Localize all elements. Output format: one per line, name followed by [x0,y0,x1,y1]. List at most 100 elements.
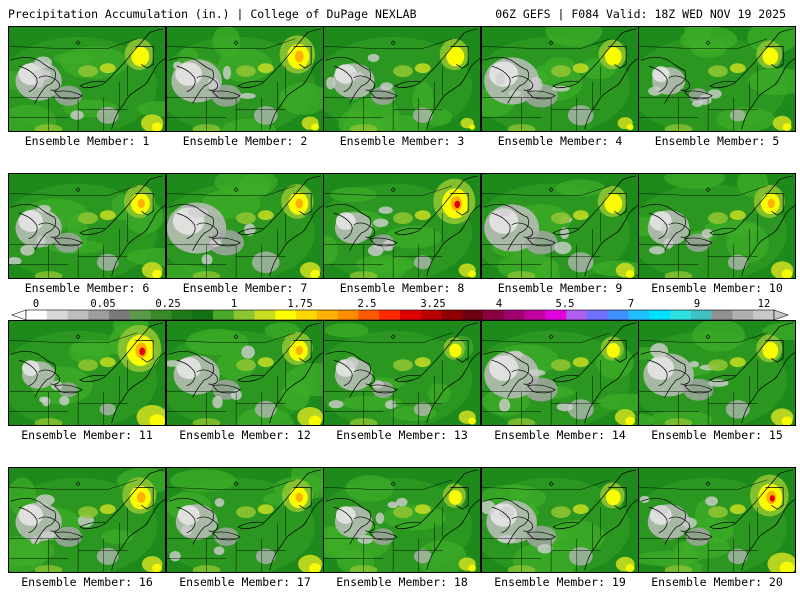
colorbar-swatch [400,310,422,320]
ensemble-member-map [638,26,796,132]
precipitation-map [324,27,480,131]
precipitation-map [9,321,165,425]
ensemble-member-label: Ensemble Member: 10 [651,281,783,295]
ensemble-member-map [323,467,481,573]
ensemble-member-map [166,26,324,132]
colorbar-tick-label: 0.25 [155,298,181,310]
precipitation-map [639,27,795,131]
colorbar-tick-label: 4 [495,298,503,310]
precipitation-map [167,27,323,131]
ensemble-member-map [8,26,166,132]
colorbar-swatch [441,310,463,320]
colorbar-tick-label: 1 [230,298,238,310]
precipitation-map [482,468,638,572]
colorbar-tick-label: 2.5 [357,298,377,310]
ensemble-member-label: Ensemble Member: 16 [21,575,153,589]
colorbar-tick-label: 12 [757,298,771,310]
ensemble-member-label: Ensemble Member: 1 [24,134,150,148]
ensemble-member-map [638,173,796,279]
colorbar-swatch [545,310,567,320]
colorbar-left-arrow [11,309,27,321]
precipitation-map [324,321,480,425]
ensemble-member-label: Ensemble Member: 6 [24,281,150,295]
colorbar-swatch [483,310,505,320]
precipitation-map [167,468,323,572]
colorbar-swatch [670,310,692,320]
precipitation-map [482,321,638,425]
ensemble-member-map [638,320,796,426]
colorbar-swatch [379,310,401,320]
ensemble-member-map [481,173,639,279]
map-title: Precipitation Accumulation (in.) | Colle… [8,7,417,21]
colorbar-tick-label: 0 [32,298,40,310]
precipitation-map [9,174,165,278]
colorbar-swatch [171,310,193,320]
colorbar-swatch [26,310,48,320]
colorbar-swatch [753,310,775,320]
colorbar-swatch [129,310,151,320]
precipitation-map [639,174,795,278]
colorbar-tick-label: 7 [627,298,635,310]
ensemble-member-label: Ensemble Member: 4 [497,134,623,148]
colorbar-swatch [690,310,712,320]
precipitation-map [167,174,323,278]
colorbar-swatch [296,310,318,320]
ensemble-member-map [323,320,481,426]
precipitation-map [639,321,795,425]
ensemble-member-map [166,320,324,426]
ensemble-member-label: Ensemble Member: 12 [179,428,311,442]
ensemble-member-label: Ensemble Member: 9 [497,281,623,295]
colorbar-swatch [275,310,297,320]
ensemble-member-label: Ensemble Member: 7 [182,281,308,295]
ensemble-member-map [8,173,166,279]
ensemble-member-map [8,320,166,426]
ensemble-member-map [638,467,796,573]
colorbar-right-arrow [773,309,789,321]
precipitation-map [324,174,480,278]
colorbar-swatch [316,310,338,320]
precipitation-map [9,468,165,572]
ensemble-member-label: Ensemble Member: 18 [336,575,468,589]
ensemble-member-label: Ensemble Member: 20 [651,575,783,589]
colorbar-swatch [566,310,588,320]
colorbar-swatch [587,310,609,320]
precipitation-colorbar: 0 0.05 0.25 1 1.75 2.5 3.25 4 5.5 7 9 12 [8,298,792,321]
model-run-info: 06Z GEFS | F084 Valid: 18Z WED NOV 19 20… [495,7,786,21]
ensemble-member-label: Ensemble Member: 3 [339,134,465,148]
colorbar-swatch [524,310,546,320]
colorbar-swatch [420,310,442,320]
colorbar-swatch [462,310,484,320]
colorbar-swatch [254,310,276,320]
precipitation-map [482,27,638,131]
colorbar-swatch [213,310,235,320]
ensemble-member-label: Ensemble Member: 8 [339,281,465,295]
colorbar-swatch [150,310,172,320]
ensemble-member-map [323,26,481,132]
colorbar-swatch [109,310,131,320]
colorbar-swatch [192,310,214,320]
colorbar-tick-label: 0.05 [90,298,116,310]
ensemble-member-map [166,173,324,279]
precipitation-map [167,321,323,425]
colorbar-tick-label: 3.25 [420,298,446,310]
ensemble-member-label: Ensemble Member: 15 [651,428,783,442]
colorbar-tick-label: 9 [693,298,701,310]
colorbar-swatch [649,310,671,320]
colorbar-scale [11,309,789,321]
ensemble-member-label: Ensemble Member: 5 [654,134,780,148]
colorbar-swatch [88,310,110,320]
ensemble-member-label: Ensemble Member: 17 [179,575,311,589]
ensemble-member-label: Ensemble Member: 2 [182,134,308,148]
ensemble-member-map [166,467,324,573]
colorbar-swatch [732,310,754,320]
ensemble-member-map [481,467,639,573]
precipitation-map [9,27,165,131]
colorbar-tick-label: 5.5 [555,298,575,310]
ensemble-member-label: Ensemble Member: 14 [494,428,626,442]
colorbar-swatch [607,310,629,320]
colorbar-swatch [358,310,380,320]
colorbar-swatch [503,310,525,320]
ensemble-member-label: Ensemble Member: 11 [21,428,153,442]
colorbar-swatch [711,310,733,320]
ensemble-member-map [481,320,639,426]
